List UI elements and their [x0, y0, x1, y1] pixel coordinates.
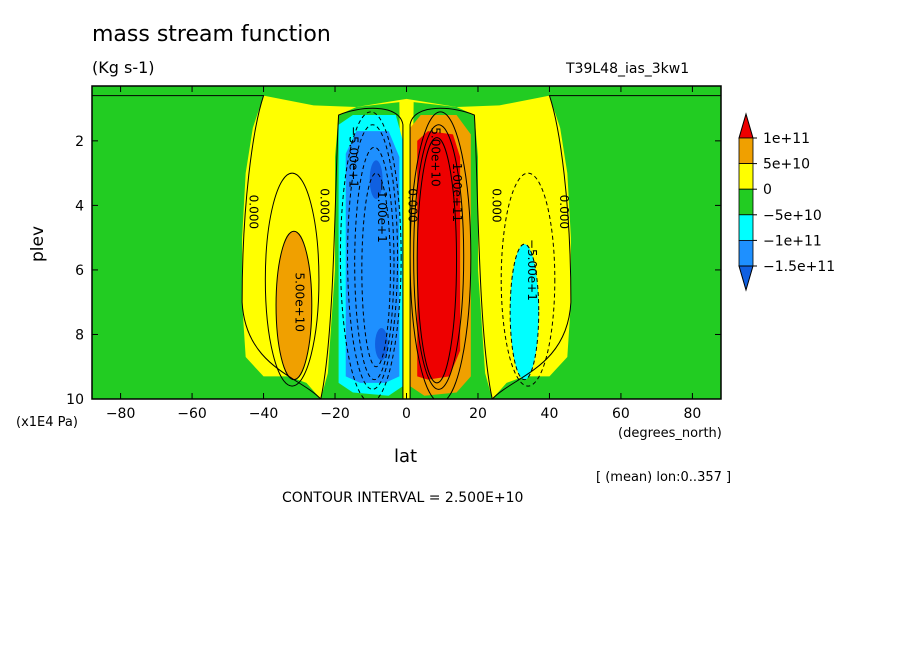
nh-subtropical-cyan-cell: [510, 244, 539, 380]
x-axis: −80 −60 −40 −20 0 20 40 60 80: [106, 86, 701, 422]
x-tick-label: −80: [106, 406, 136, 422]
contour-label: −5.00e+1: [346, 126, 360, 188]
contour-sh-subtropical-outer: [264, 172, 320, 387]
top-green-patch-right: [410, 86, 446, 99]
contour-nh-hadley-1: [413, 124, 465, 390]
contour-interval: CONTOUR INTERVAL = 2.500E+10: [282, 490, 524, 506]
contour-nh-hadley-2: [416, 137, 458, 384]
y-tick-label: 10: [66, 392, 84, 408]
contour-sh-hadley-1: [347, 124, 399, 390]
legend-label: 0: [763, 182, 772, 198]
y-axis-units: (x1E4 Pa): [16, 415, 78, 430]
run-id: T39L48_ias_3kw1: [566, 61, 690, 77]
legend-swatch: [738, 214, 754, 241]
legend-swatch: [738, 188, 754, 216]
sh-subtropical-orange-cell: [276, 231, 312, 380]
legend-bottom-arrow: [738, 265, 754, 292]
x-axis-units: (degrees_north): [618, 426, 722, 441]
contour-label: 0.000: [318, 188, 332, 222]
contour-label: 0.000: [246, 195, 260, 229]
legend-top-arrow: [738, 112, 754, 139]
contour-label: 1.00e+11: [450, 163, 464, 222]
contour-line-layer: [92, 95, 721, 399]
legend-swatch: [738, 239, 754, 267]
contour-sh-hadley-0: [339, 111, 402, 399]
x-tick-label: 40: [541, 406, 559, 422]
chart-units: (Kg s-1): [92, 58, 155, 77]
contour-label: −1.00e+1: [375, 181, 389, 243]
y-tick-label: 2: [75, 134, 84, 150]
contour-nh-subtropical-inner: [509, 243, 540, 381]
chart-title: mass stream function: [92, 22, 331, 47]
legend-label: −1.5e+11: [763, 259, 835, 275]
y-tick-label: 8: [75, 327, 84, 343]
contour-zero-nh-inner: [409, 107, 493, 399]
right-green-region: [492, 95, 721, 399]
contour-label: −5.00e+1: [525, 239, 539, 301]
legend-label: −5e+10: [763, 208, 822, 224]
contour-sh-hadley-3: [361, 172, 391, 368]
contour-nh-subtropical-outer: [500, 172, 556, 387]
x-tick-label: 20: [469, 406, 487, 422]
contour-sh-hadley-2: [354, 146, 395, 381]
upper-green-band: [92, 86, 721, 107]
contour-zero-nh: [491, 95, 721, 399]
contour-label: 0.000: [557, 195, 571, 229]
x-tick-label: −40: [249, 406, 279, 422]
nh-red-cell: [417, 131, 461, 380]
mean-info: [ (mean) lon:0..357 ]: [596, 470, 732, 485]
top-green-patch-left: [367, 86, 403, 99]
contour-label-layer: 5.00e+10 0.000 0.000 −5.00e+1 −1.00e+1 0.000 1…: [246, 126, 571, 332]
contour-sh-subtropical-inner: [275, 230, 313, 381]
x-tick-label: 0: [402, 406, 411, 422]
x-tick-label: 80: [683, 406, 701, 422]
contour-label: 0.000: [405, 188, 419, 222]
contour-nh-hadley-0: [409, 111, 472, 399]
y-axis: 2 4 6 8 10: [66, 134, 721, 408]
x-tick-label: 60: [612, 406, 630, 422]
contour-label: 5.00e+10: [293, 272, 307, 331]
x-tick-label: −60: [177, 406, 207, 422]
contour-zero-sh: [92, 95, 322, 399]
sh-blue-cell: [345, 131, 400, 383]
legend-swatch: [738, 137, 754, 165]
y-tick-label: 6: [75, 263, 84, 279]
x-tick-label: −20: [320, 406, 350, 422]
contour-zero-sh-inner: [320, 107, 404, 399]
y-tick-label: 4: [75, 198, 84, 214]
contour-label: 0.000: [489, 188, 503, 222]
contour-fill-layer: [92, 86, 721, 399]
legend-label: −1e+11: [763, 233, 822, 249]
sh-deep-blue-lower: [375, 328, 388, 361]
sh-deep-blue-upper: [369, 160, 383, 199]
x-axis-label: lat: [394, 446, 418, 467]
contour-label: 5.00e+10: [429, 127, 443, 186]
color-legend: 1e+11 5e+10 0 −5e+10 −1e+11 −1.5e+11: [738, 112, 835, 292]
legend-label: 5e+10: [763, 157, 810, 173]
legend-label: 1e+11: [763, 131, 810, 147]
left-green-region: [92, 95, 321, 399]
legend-swatch: [738, 163, 754, 190]
